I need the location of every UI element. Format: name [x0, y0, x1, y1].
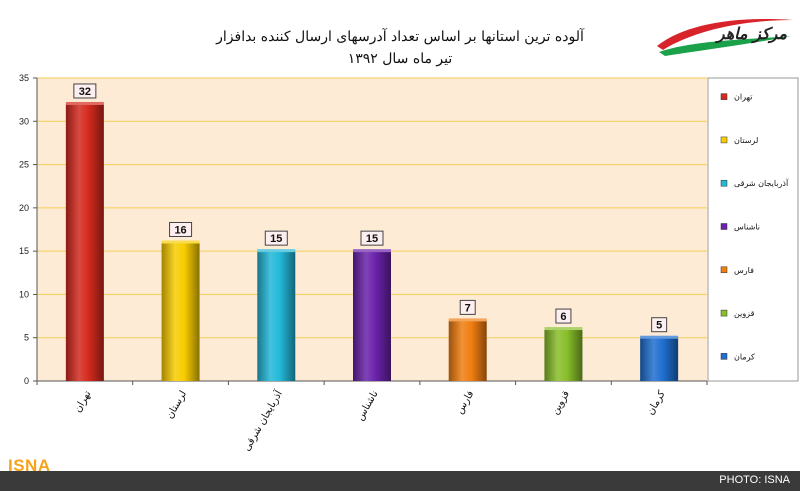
y-tick-label: 0 — [24, 376, 29, 386]
maher-logo-swoosh-icon — [657, 19, 793, 56]
y-tick-label: 25 — [19, 160, 29, 170]
legend-label: ناشناس — [734, 223, 760, 232]
chart-title-block: آلوده ترین استانها بر اساس تعداد آدرسهای… — [130, 26, 670, 70]
footer-bar — [0, 471, 800, 491]
value-label-box — [651, 317, 668, 333]
bar-4 — [448, 320, 487, 381]
y-tick-label: 5 — [24, 333, 29, 343]
y-tick-label: 20 — [19, 203, 29, 213]
legend-label: تهران — [734, 93, 752, 102]
value-label-box — [555, 308, 572, 324]
value-label-box — [360, 230, 384, 246]
bar-top-highlight — [544, 327, 583, 331]
y-tick-label: 35 — [19, 73, 29, 83]
legend-swatch — [720, 136, 728, 144]
legend-swatch — [720, 179, 728, 187]
bar-0 — [65, 103, 104, 381]
chart-title: آلوده ترین استانها بر اساس تعداد آدرسهای… — [216, 29, 584, 45]
y-tick-label: 10 — [19, 289, 29, 299]
value-label-box — [73, 83, 97, 99]
category-label: تهران — [72, 389, 93, 415]
bar-top-highlight — [448, 318, 487, 322]
legend-swatch — [720, 266, 728, 274]
value-label: 16 — [174, 224, 186, 236]
category-label: لرستان — [164, 389, 189, 421]
bar-5 — [544, 329, 583, 381]
value-label: 32 — [79, 86, 91, 98]
category-label: قزوین — [550, 389, 572, 417]
legend-swatch — [720, 353, 728, 360]
bar-top-highlight — [640, 335, 679, 339]
legend-label: فارس — [734, 266, 754, 275]
maher-logo: مرکز ماهر — [655, 10, 795, 56]
bar-1 — [161, 242, 200, 381]
bar-chart: 0 5 10 15 20 25 30 35 تهران لرستان آذربایجان شرقی ن… — [19, 73, 799, 453]
maher-logo-text: مرکز ماهر — [716, 24, 787, 43]
value-label-box — [264, 230, 288, 246]
category-label: ناشناس — [355, 389, 381, 423]
bar-6 — [640, 337, 679, 381]
legend-label: قزوین — [734, 309, 755, 318]
bar-top-highlight — [257, 249, 296, 253]
value-label: 6 — [560, 311, 566, 323]
y-tick-label: 30 — [19, 116, 29, 126]
bar-top-highlight — [353, 249, 391, 253]
value-label: 15 — [270, 233, 282, 245]
legend-label: لرستان — [734, 136, 758, 145]
legend-label: آذربایجان شرقی — [734, 178, 789, 188]
value-label: 15 — [366, 233, 378, 245]
value-label: 7 — [465, 302, 471, 314]
chart-subtitle: تیر ماه سال ۱۳۹۲ — [347, 51, 453, 67]
category-label: کرمان — [645, 389, 668, 417]
legend-swatch — [720, 93, 728, 100]
y-tick-label: 15 — [19, 246, 29, 256]
category-label: آذربایجان شرقی — [240, 387, 286, 453]
bar-top-highlight — [65, 101, 104, 105]
category-label: فارس — [454, 389, 476, 416]
value-label-box — [169, 221, 193, 237]
legend-swatch — [720, 309, 728, 317]
bar-3 — [353, 251, 391, 381]
bars — [65, 101, 679, 381]
bar-2 — [257, 251, 296, 381]
value-label-box — [459, 299, 476, 315]
photo-credit: PHOTO: ISNA — [719, 474, 790, 486]
legend-swatch — [720, 223, 728, 230]
value-labels: 32 16 15 15 7 6 5 — [73, 83, 668, 333]
bar-top-highlight — [161, 240, 200, 244]
legend-label: کرمان — [734, 352, 755, 361]
isna-brand: ISNA — [8, 456, 51, 475]
value-label: 5 — [656, 320, 662, 332]
legend: تهران لرستان آذربایجان شرقی ناشناس فارس قزوین… — [707, 77, 799, 382]
